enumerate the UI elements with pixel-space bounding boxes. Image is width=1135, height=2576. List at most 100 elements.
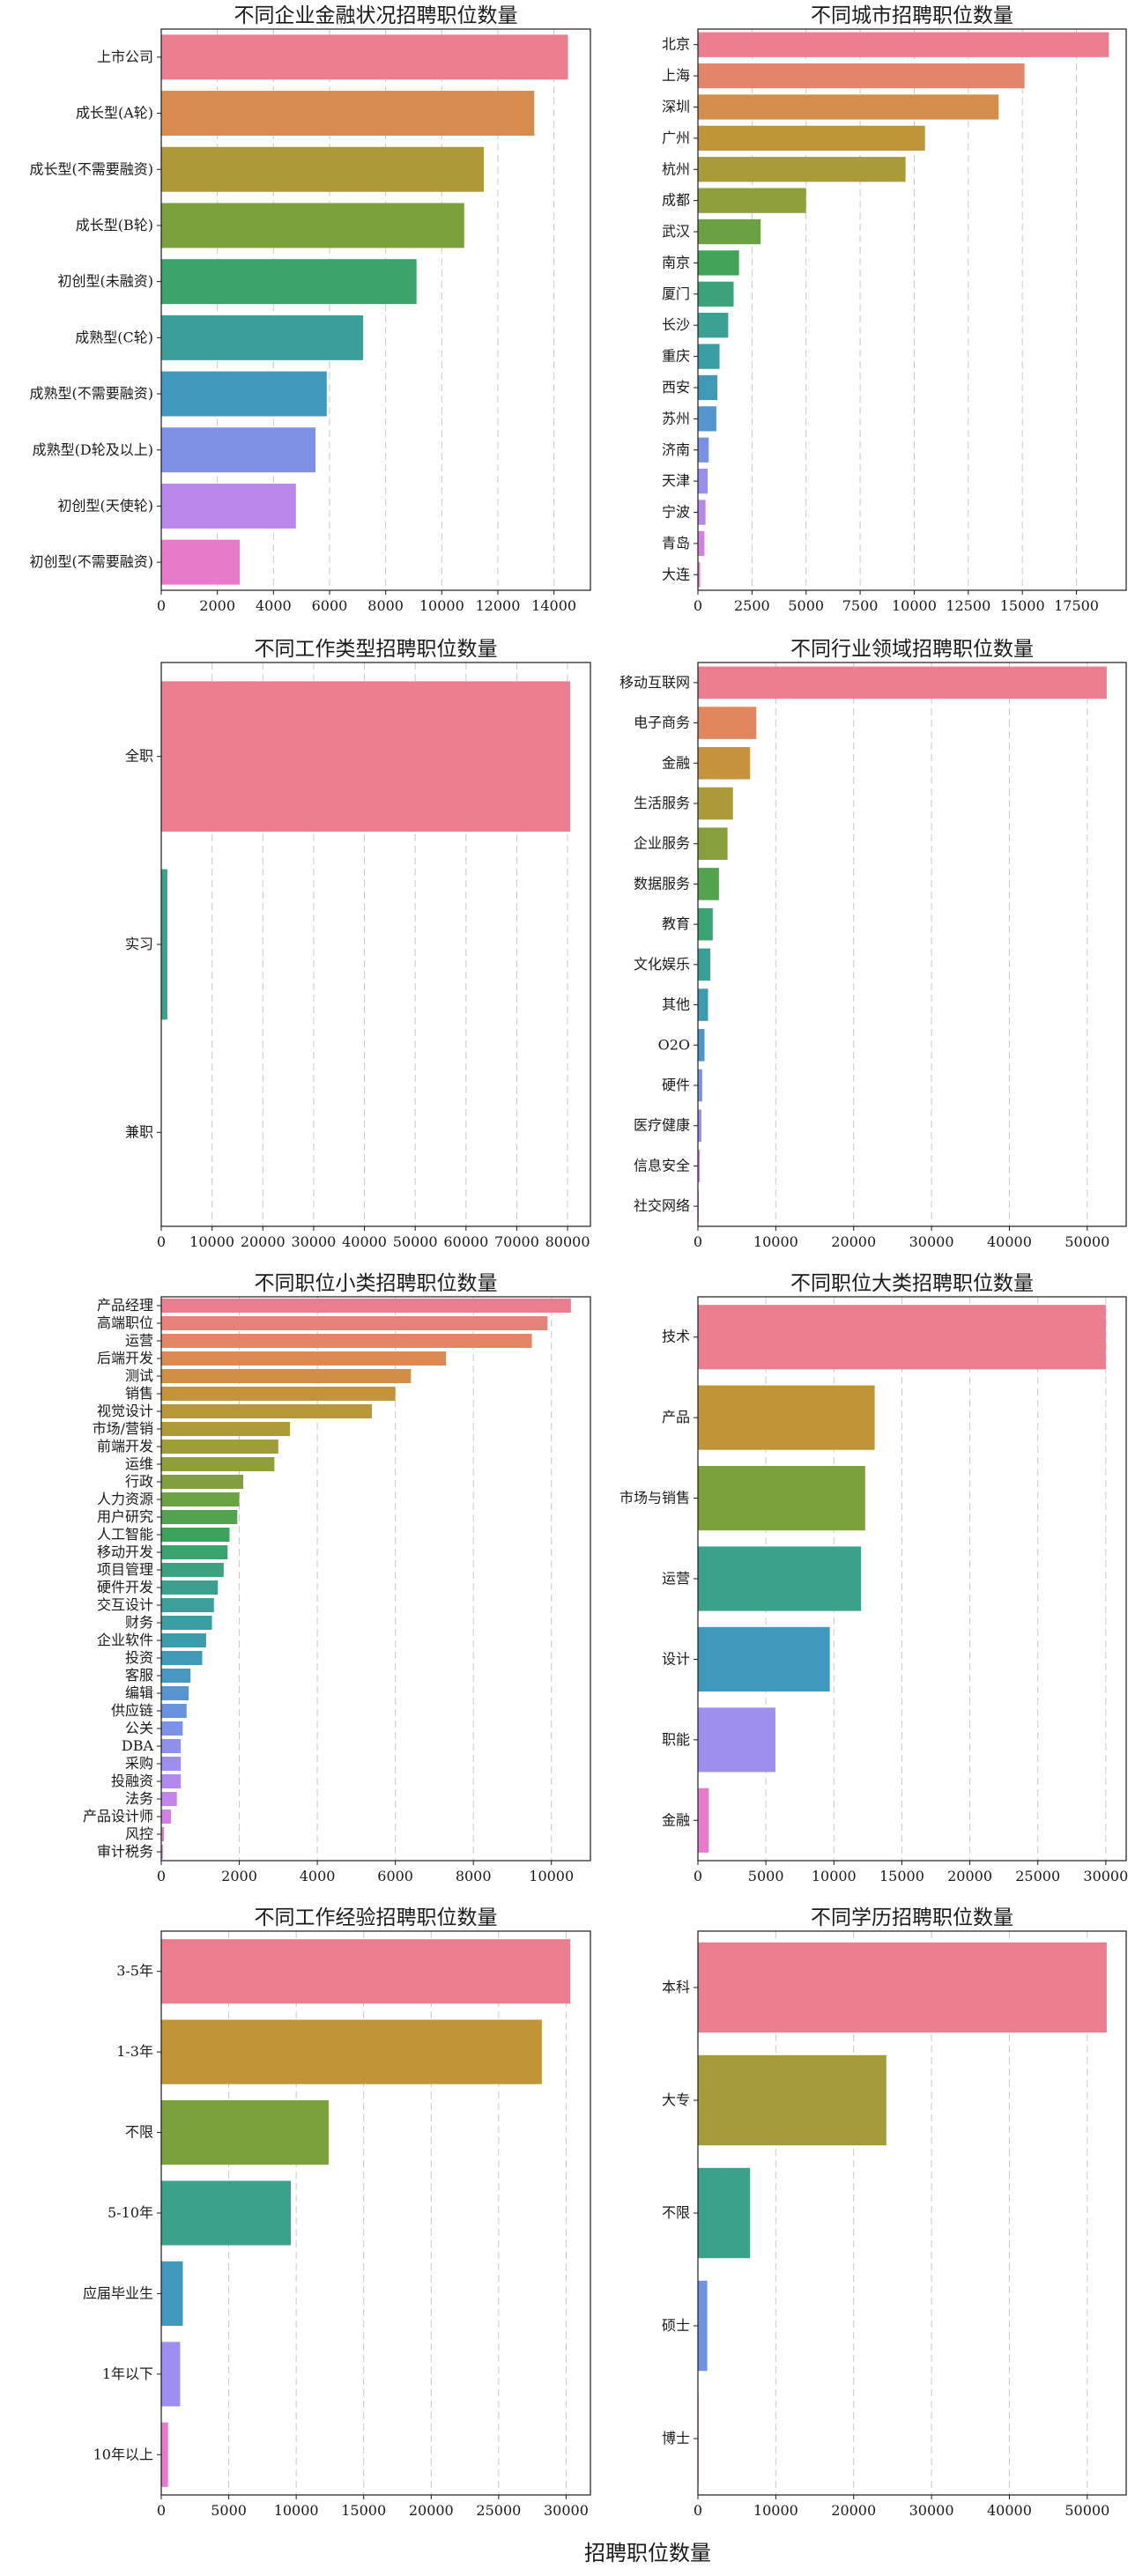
y-tick-label: 运营 xyxy=(125,1332,153,1349)
y-tick-label: 职能 xyxy=(662,1731,690,1748)
bar xyxy=(161,1774,181,1788)
x-tick-label: 6000 xyxy=(377,1868,413,1884)
y-tick-label: 成熟型(C轮) xyxy=(75,329,153,345)
bar xyxy=(698,1943,1107,2032)
bar xyxy=(161,1422,290,1436)
bar xyxy=(698,313,728,337)
y-tick-label: 10年以上 xyxy=(93,2446,153,2462)
bar xyxy=(698,827,728,860)
bar xyxy=(698,157,906,181)
x-tick-label: 0 xyxy=(157,597,166,614)
bar xyxy=(698,344,720,368)
bar xyxy=(698,500,706,524)
y-tick-label: 客服 xyxy=(125,1667,153,1684)
y-tick-label: 公关 xyxy=(125,1720,153,1736)
y-tick-label: 审计税务 xyxy=(97,1843,153,1860)
y-tick-label: 青岛 xyxy=(662,535,690,551)
y-tick-label: 供应链 xyxy=(111,1702,153,1719)
y-tick-label: 其他 xyxy=(662,996,690,1013)
y-tick-label: 金融 xyxy=(662,754,690,771)
y-tick-label: 投融资 xyxy=(111,1773,153,1789)
bar xyxy=(161,1387,396,1401)
y-tick-label: 风控 xyxy=(125,1825,153,1842)
chart-title: 不同职位大类招聘职位数量 xyxy=(790,1272,1034,1295)
bar xyxy=(698,2168,750,2258)
y-tick-label: 后端开发 xyxy=(97,1350,153,1366)
chart-title: 不同工作类型招聘职位数量 xyxy=(255,638,498,661)
bar xyxy=(698,1627,830,1691)
y-tick-label: 法务 xyxy=(125,1790,153,1807)
bar xyxy=(161,1475,243,1489)
x-tick-label: 12500 xyxy=(946,597,990,614)
y-tick-label: 兼职 xyxy=(125,1123,153,1140)
bar xyxy=(698,94,998,119)
y-tick-label: 初创型(不需要融资) xyxy=(30,553,154,570)
bar xyxy=(161,1563,224,1577)
y-tick-label: 人工智能 xyxy=(97,1526,153,1543)
y-tick-label: 苏州 xyxy=(662,410,690,426)
bar xyxy=(698,707,756,739)
y-tick-label: 南京 xyxy=(662,254,690,270)
x-tick-label: 10000 xyxy=(812,1868,857,1884)
x-tick-label: 30000 xyxy=(544,2502,589,2519)
bar xyxy=(161,1739,181,1753)
x-tick-label: 2000 xyxy=(221,1868,257,1884)
y-tick-label: 前端开发 xyxy=(97,1438,153,1455)
bar xyxy=(161,1598,214,1612)
x-tick-label: 10000 xyxy=(189,1233,234,1250)
bar xyxy=(698,788,733,820)
y-tick-label: 产品 xyxy=(662,1409,690,1425)
x-tick-label: 50000 xyxy=(1065,2502,1109,2519)
bar xyxy=(698,2055,886,2145)
bar xyxy=(698,1466,865,1530)
y-tick-label: 广州 xyxy=(662,130,690,146)
y-tick-label: 西安 xyxy=(662,379,690,396)
x-tick-label: 30000 xyxy=(1083,1868,1128,1884)
y-tick-label: 信息安全 xyxy=(634,1157,690,1173)
x-tick-label: 30000 xyxy=(909,1233,954,1250)
bar xyxy=(698,1546,861,1610)
x-tick-label: 2000 xyxy=(199,597,235,614)
bar xyxy=(698,1305,1106,1369)
x-tick-label: 6000 xyxy=(312,597,348,614)
y-tick-label: 大连 xyxy=(662,566,690,582)
y-tick-label: 不限 xyxy=(662,2204,690,2221)
x-tick-label: 5000 xyxy=(788,597,824,614)
bar xyxy=(161,34,568,79)
x-tick-label: 7500 xyxy=(842,597,879,614)
bar xyxy=(161,870,167,1020)
x-tick-label: 0 xyxy=(694,1868,702,1884)
y-tick-label: 行政 xyxy=(125,1473,153,1490)
y-tick-label: 初创型(未融资) xyxy=(58,273,154,290)
x-tick-label: 10000 xyxy=(419,597,464,614)
bar xyxy=(161,681,570,832)
x-tick-label: 14000 xyxy=(531,597,576,614)
bar xyxy=(698,282,734,307)
y-tick-label: 上海 xyxy=(662,67,690,84)
x-tick-label: 40000 xyxy=(987,2502,1032,2519)
x-tick-label: 30000 xyxy=(909,2502,954,2519)
bar xyxy=(161,372,327,417)
x-tick-label: 0 xyxy=(157,1868,166,1884)
x-tick-label: 25000 xyxy=(1015,1868,1060,1884)
y-tick-label: DBA xyxy=(122,1737,154,1754)
bar xyxy=(161,2423,168,2487)
x-tick-label: 20000 xyxy=(409,2502,454,2519)
bar xyxy=(161,1651,202,1665)
x-tick-label: 10000 xyxy=(529,1868,574,1884)
y-tick-label: 博士 xyxy=(662,2430,690,2446)
y-tick-label: 成熟型(D轮及以上) xyxy=(33,441,153,458)
x-tick-label: 50000 xyxy=(393,1233,438,1250)
bar xyxy=(698,667,1107,700)
bar xyxy=(161,1351,446,1366)
bar xyxy=(161,259,417,304)
y-tick-label: 电子商务 xyxy=(634,714,690,731)
y-tick-label: 应届毕业生 xyxy=(83,2284,153,2301)
bar xyxy=(161,484,296,529)
bar xyxy=(698,33,1109,57)
bar xyxy=(161,2020,542,2084)
y-tick-label: 企业服务 xyxy=(634,835,690,852)
bar xyxy=(698,1070,702,1102)
